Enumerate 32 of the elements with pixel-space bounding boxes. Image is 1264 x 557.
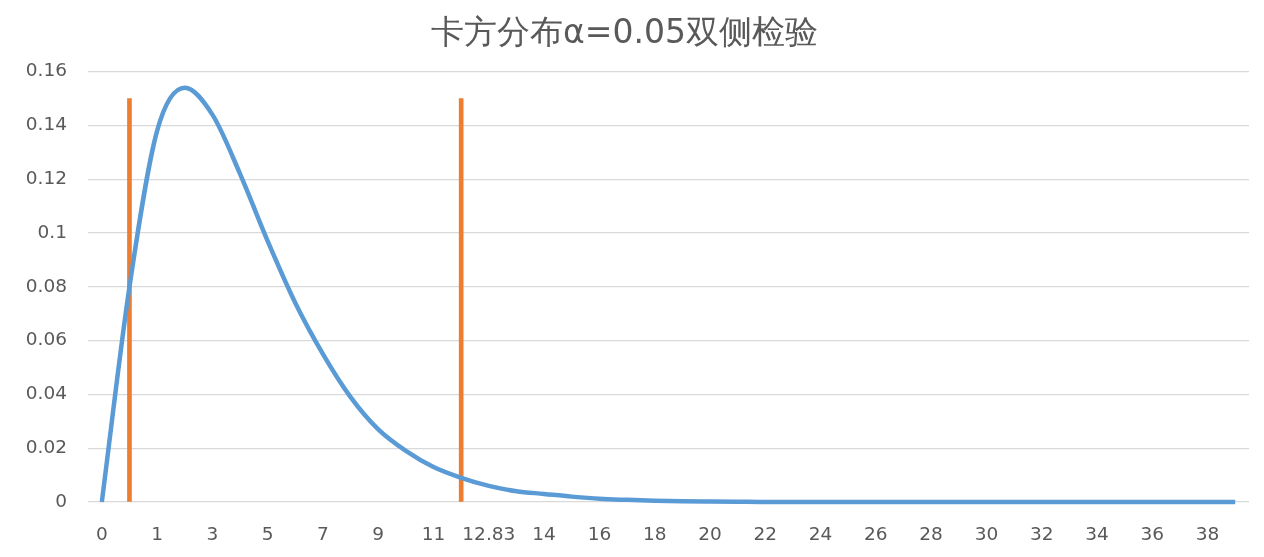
chart-title: 卡方分布α=0.05双侧检验 [431, 12, 818, 52]
y-tick-label: 0.16 [25, 59, 67, 81]
y-tick-label: 0.08 [25, 274, 67, 296]
x-tick-label: 34 [1085, 522, 1109, 544]
y-tick-label: 0.04 [25, 382, 67, 404]
y-tick-label: 0.1 [37, 220, 67, 242]
x-tick-label: 5 [261, 522, 274, 544]
x-tick-label: 28 [919, 522, 943, 544]
x-tick-label: 12.83 [462, 522, 516, 544]
x-tick-label: 18 [642, 522, 667, 544]
x-tick-label: 14 [532, 522, 556, 544]
x-tick-label: 11 [421, 522, 446, 544]
line-series [99, 85, 1238, 505]
x-tick-label: 26 [864, 522, 888, 544]
x-tick-label: 0 [95, 522, 108, 544]
y-tick-label: 0.12 [25, 167, 67, 189]
x-tick-label: 16 [587, 522, 612, 544]
y-tick-label: 0 [55, 489, 67, 511]
x-tick-label: 3 [206, 522, 219, 544]
x-tick-label: 22 [753, 522, 778, 544]
x-tick-label: 9 [372, 522, 385, 544]
x-tick-label: 7 [317, 522, 329, 544]
x-tick-label: 20 [698, 522, 722, 544]
y-tick-label: 0.14 [25, 113, 67, 135]
x-tick-label: 32 [1029, 522, 1054, 544]
x-tick-label: 38 [1195, 522, 1220, 544]
y-tick-label: 0.06 [25, 328, 67, 350]
x-tick-label: 24 [808, 522, 833, 544]
x-tick-label: 30 [974, 522, 999, 544]
x-tick-label: 36 [1140, 522, 1165, 544]
x-tick-label: 1 [151, 522, 163, 544]
y-tick-label: 0.02 [25, 436, 67, 458]
